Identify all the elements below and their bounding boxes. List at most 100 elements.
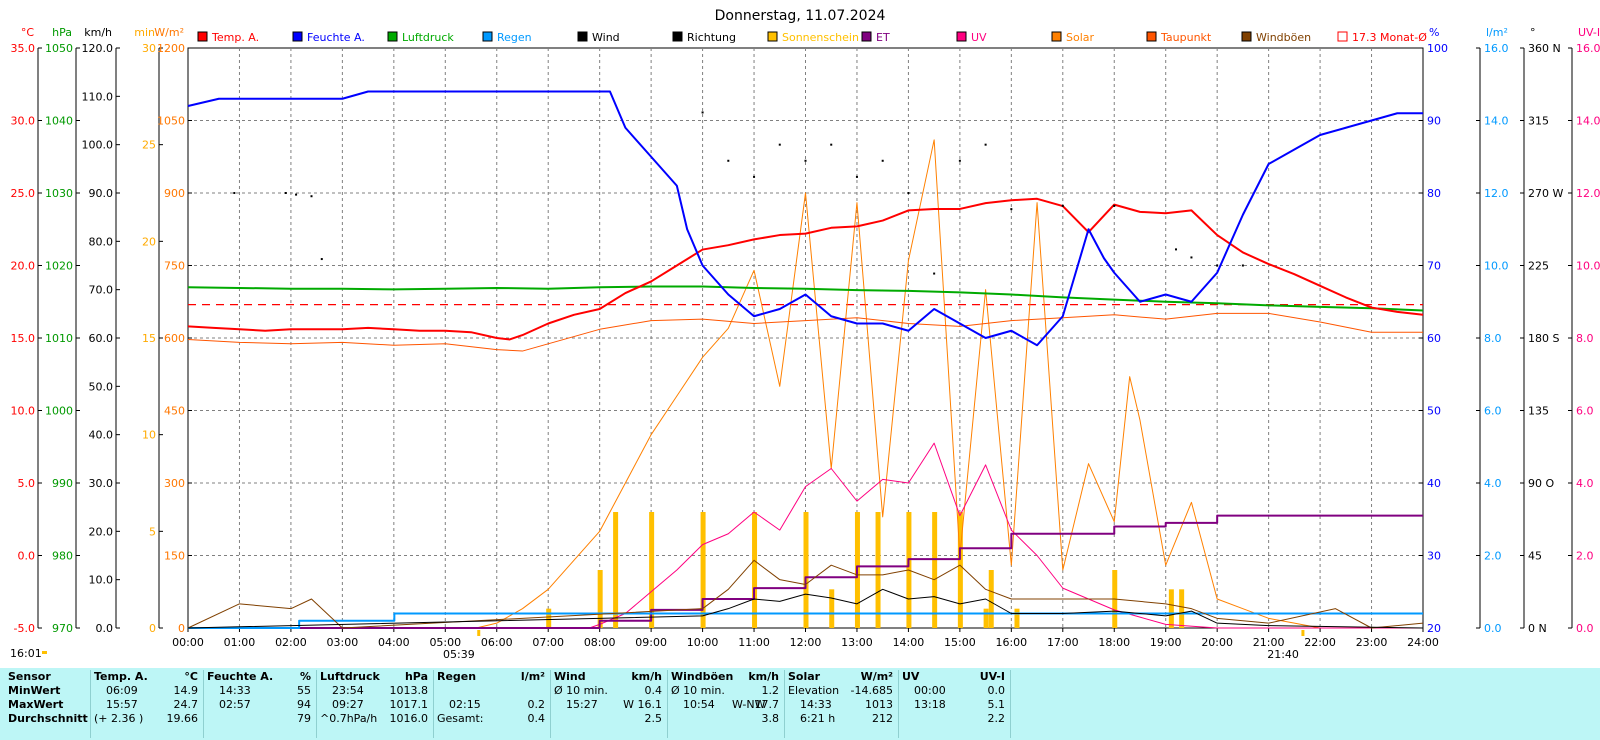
- left-axis-label: 10: [142, 429, 156, 442]
- stats-cell: Gesamt:: [437, 712, 484, 725]
- stats-cell: MaxWert: [8, 698, 64, 711]
- left-axis-label: 0: [178, 622, 185, 635]
- legend-label: Feuchte A.: [307, 31, 365, 44]
- sunshine-bar: [1014, 608, 1020, 628]
- x-axis-label: 00:00: [172, 636, 204, 649]
- legend-label: Richtung: [687, 31, 736, 44]
- direction-point: [1061, 204, 1064, 207]
- stats-cell: 19.66: [166, 712, 199, 725]
- left-axis-label: 980: [52, 550, 73, 563]
- left-axis-label: 35.0: [11, 42, 36, 55]
- stats-cell: 02:15: [449, 698, 481, 711]
- sunshine-bar: [700, 512, 706, 628]
- right-axis-label: 2.0: [1484, 550, 1502, 563]
- legend-label: Luftdruck: [402, 31, 454, 44]
- stats-cell: Regen: [437, 670, 477, 683]
- stats-cell: 55: [297, 684, 311, 697]
- sunshine-bar: [932, 512, 938, 628]
- x-axis-label: 20:00: [1201, 636, 1233, 649]
- stats-cell: 2.2: [987, 712, 1006, 725]
- stats-cell: 1.2: [761, 684, 780, 697]
- stats-cell: 23:54: [332, 684, 364, 697]
- left-axis-label: 1010: [45, 332, 73, 345]
- left-axis-label: 5.0: [18, 477, 36, 490]
- stats-cell: Solar: [788, 670, 821, 683]
- left-axis-label: 70.0: [89, 284, 114, 297]
- legend-swatch: [956, 31, 967, 42]
- left-axis-label: 1050: [157, 115, 185, 128]
- right-axis-label: 4.0: [1484, 477, 1502, 490]
- right-axis-label: 16.0: [1576, 42, 1600, 55]
- sunshine-bar: [983, 608, 989, 628]
- corner-time: 16:01: [10, 647, 42, 660]
- right-axis-label: 0.0: [1484, 622, 1502, 635]
- left-axis-label: 10.0: [89, 574, 114, 587]
- left-axis-label: 1030: [45, 187, 73, 200]
- left-axis-label: 40.0: [89, 429, 114, 442]
- stats-cell: Ø 10 min.: [554, 684, 608, 697]
- corner-time-marker: [42, 651, 47, 654]
- right-axis-label: 14.0: [1484, 115, 1509, 128]
- left-axis-label: 100.0: [82, 139, 114, 152]
- left-axis-label: 900: [164, 187, 185, 200]
- left-axis-label: 150: [164, 550, 185, 563]
- right-axis-label: 8.0: [1576, 332, 1594, 345]
- right-axis-label: 4.0: [1576, 477, 1594, 490]
- right-axis-label: 225: [1528, 260, 1549, 273]
- left-axis-label: 1200: [157, 42, 185, 55]
- x-axis-label: 04:00: [378, 636, 410, 649]
- stats-cell: 5.1: [987, 698, 1006, 711]
- right-axis-label: 270 W: [1528, 187, 1563, 200]
- left-axis-label: 1000: [45, 405, 73, 418]
- sunshine-bar: [803, 512, 809, 628]
- direction-point: [233, 192, 236, 194]
- x-axis-label: 17:00: [1047, 636, 1079, 649]
- dewpoint-line: [187, 312, 1423, 352]
- left-axis-label: 25.0: [11, 187, 36, 200]
- left-axis-label: 30.0: [89, 477, 114, 490]
- stats-cell: 1013.8: [389, 684, 429, 697]
- right-axis-label: 30: [1427, 550, 1441, 563]
- x-axis-label: 13:00: [841, 636, 873, 649]
- stats-cell: l/m²: [520, 670, 545, 683]
- stats-separator: [433, 670, 434, 738]
- x-axis-label: 18:00: [1098, 636, 1130, 649]
- left-axis-unit: °C: [21, 26, 35, 39]
- sunshine-bar: [829, 589, 835, 628]
- legend-swatch: [672, 31, 683, 42]
- stats-cell: MinWert: [8, 684, 61, 697]
- right-axis-label: 0 N: [1528, 622, 1547, 635]
- legend-label: 17.3 Monat-Ø: [1352, 31, 1427, 44]
- x-axis-label: 01:00: [224, 636, 256, 649]
- stats-cell: 24.7: [173, 698, 199, 711]
- stats-cell: 17.7: [754, 698, 780, 711]
- right-axis-label: 12.0: [1484, 187, 1509, 200]
- stats-cell: Ø 10 min.: [671, 684, 725, 697]
- x-axis-label: 08:00: [584, 636, 616, 649]
- x-axis-label: 19:00: [1150, 636, 1182, 649]
- left-axis-label: 750: [164, 260, 185, 273]
- direction-point: [1175, 248, 1177, 251]
- stats-separator: [550, 670, 551, 738]
- stats-cell: Feuchte A.: [207, 670, 274, 683]
- right-axis-unit: %: [1429, 26, 1439, 39]
- right-axis-label: 14.0: [1576, 115, 1600, 128]
- left-axis-unit: hPa: [52, 26, 72, 39]
- left-axis-label: 600: [164, 332, 185, 345]
- x-axis-label: 03:00: [327, 636, 359, 649]
- direction-point: [855, 175, 858, 178]
- series-layer: [187, 90, 1424, 629]
- stats-cell: 06:09: [106, 684, 138, 697]
- stats-cell: km/h: [631, 670, 662, 683]
- right-axis-label: 100: [1427, 42, 1448, 55]
- stats-cell: Temp. A.: [94, 670, 148, 683]
- legend-swatch: [1051, 31, 1062, 42]
- direction-point: [933, 272, 936, 275]
- stats-separator: [667, 670, 668, 738]
- x-axis-label: 15:00: [944, 636, 976, 649]
- stats-cell: 09:27: [332, 698, 364, 711]
- x-axis-label: 11:00: [738, 636, 770, 649]
- left-axes: °C 35.0 30.0 25.0 20.0 15.0 10.0 5.0 0.0 -5.0 hPa 1…: [11, 26, 192, 635]
- x-axis-label: 16:00: [995, 636, 1027, 649]
- legend-swatch: [1146, 31, 1157, 42]
